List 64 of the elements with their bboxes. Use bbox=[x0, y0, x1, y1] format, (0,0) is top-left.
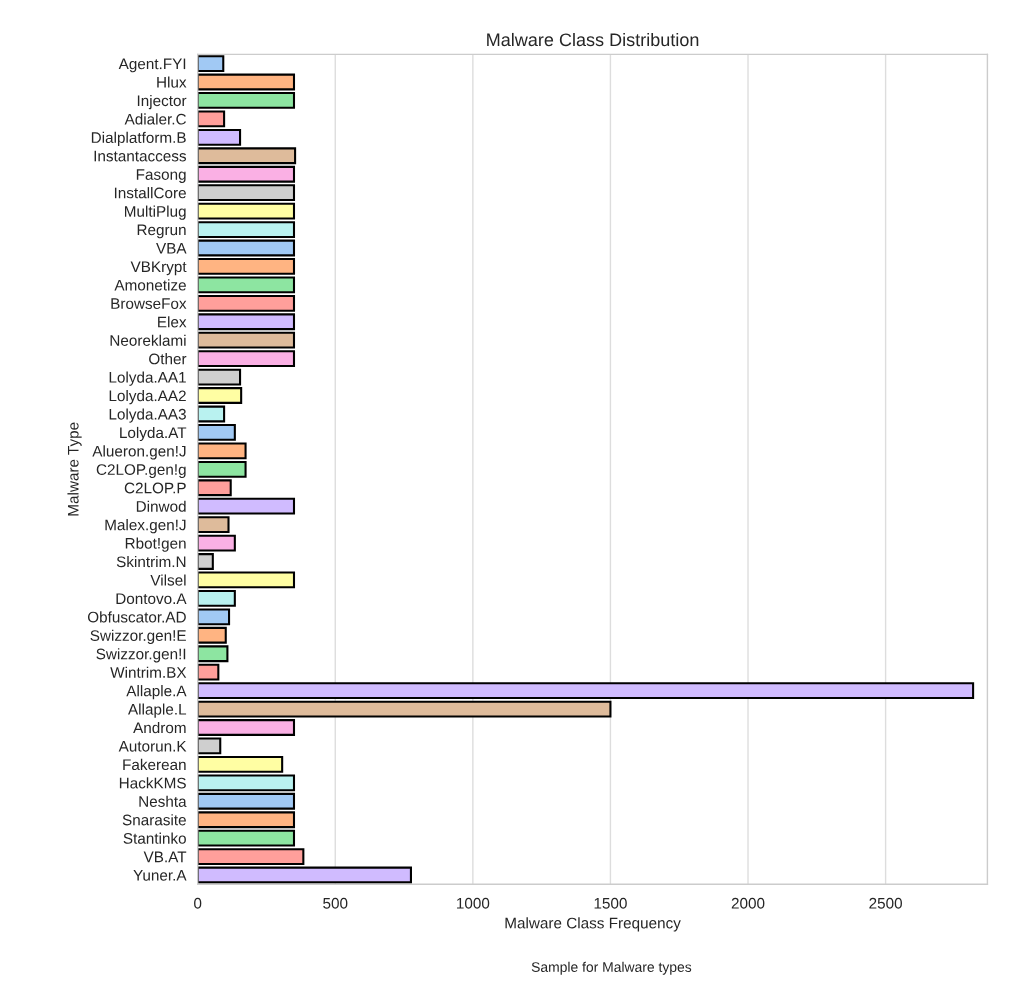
y-tick-label: Snarasite bbox=[122, 814, 186, 826]
y-tick-label: Malex.gen!J bbox=[105, 519, 186, 534]
y-tick-label: MultiPlug bbox=[125, 205, 186, 220]
y-tick-label: Lolyda.AA2 bbox=[109, 389, 186, 405]
y-tick-label: Amonetize bbox=[114, 279, 186, 291]
chart-title: Malware Class Distribution bbox=[487, 32, 699, 47]
y-tick-label: VBA bbox=[156, 243, 187, 254]
bar bbox=[197, 866, 412, 884]
text: Sample for Malware types bbox=[531, 961, 692, 975]
y-tick-label: Neshta bbox=[139, 795, 187, 807]
bar bbox=[197, 534, 236, 552]
y-tick-label: Elex bbox=[158, 316, 187, 328]
y-tick-label: Hlux bbox=[157, 76, 187, 88]
y-tick-label: BrowseFox bbox=[111, 298, 187, 309]
bar bbox=[197, 239, 296, 257]
x-tick-label: 2000 bbox=[731, 897, 765, 909]
y-tick-label: VBKrypt bbox=[130, 261, 187, 276]
y-tick-label: Skintrim.N bbox=[116, 555, 186, 568]
y-axis-title: Malware Type bbox=[67, 422, 82, 516]
y-tick-label: HackKMS bbox=[119, 777, 186, 789]
y-tick-label: Fakerean bbox=[123, 758, 186, 771]
x-tick-label: 0 bbox=[194, 897, 202, 909]
y-tick-label: Yuner.A bbox=[133, 870, 187, 881]
y-tick-label: Lolyda.AA1 bbox=[109, 371, 186, 386]
y-tick-label: Dinwod bbox=[136, 500, 186, 512]
y-tick-label: Instantaccess bbox=[94, 150, 187, 162]
y-tick-label: Lolyda.AT bbox=[120, 426, 187, 442]
y-tick-label: Allaple.A bbox=[126, 685, 187, 700]
y-tick-label: Swizzor.gen!E bbox=[90, 629, 186, 644]
y-tick-label: Other bbox=[149, 353, 187, 365]
y-tick-label: Alueron.gen!J bbox=[92, 445, 186, 460]
y-tick-label: Swizzor.gen!I bbox=[96, 648, 186, 663]
y-tick-label: Obfuscator.AD bbox=[87, 611, 186, 623]
y-tick-label: C2LOP.P bbox=[124, 482, 186, 494]
y-tick-label: Agent.FYI bbox=[118, 58, 186, 73]
bar bbox=[197, 571, 296, 589]
bar bbox=[197, 700, 612, 718]
x-tick-label: 1500 bbox=[594, 897, 627, 909]
x-axis-title: Malware Class Frequency bbox=[505, 917, 681, 932]
y-tick-label: Autorun.K bbox=[118, 740, 187, 752]
y-tick-label: Stantinko bbox=[123, 832, 186, 844]
y-tick-label: C2LOP.gen!g bbox=[96, 464, 186, 479]
y-tick-label: InstallCore bbox=[114, 187, 186, 199]
y-tick-label: Injector bbox=[137, 94, 187, 110]
y-tick-label: Wintrim.BX bbox=[110, 666, 187, 678]
y-tick-label: Dontovo.A bbox=[116, 593, 187, 605]
y-tick-label: Allaple.L bbox=[128, 703, 187, 718]
x-tick-label: 2500 bbox=[869, 897, 902, 909]
y-tick-label: Androm bbox=[133, 721, 186, 734]
bar bbox=[197, 55, 225, 72]
x-tick-label: 500 bbox=[323, 897, 348, 909]
bar bbox=[197, 719, 296, 736]
y-tick-label: Vilsel bbox=[150, 574, 186, 586]
y-tick-label: Neoreklami bbox=[110, 334, 186, 346]
bar bbox=[197, 73, 296, 91]
y-tick-label: Adialer.C bbox=[124, 113, 186, 125]
y-tick-label: Dialplatform.B bbox=[91, 131, 186, 147]
x-tick-label: 1000 bbox=[457, 897, 490, 909]
bar bbox=[197, 405, 226, 423]
y-tick-label: Regrun bbox=[137, 224, 186, 239]
y-tick-label: Fasong bbox=[136, 169, 186, 183]
y-tick-label: Rbot!gen bbox=[125, 537, 186, 552]
y-tick-label: VB.AT bbox=[143, 851, 187, 863]
y-tick-label: Lolyda.AA3 bbox=[109, 408, 186, 423]
